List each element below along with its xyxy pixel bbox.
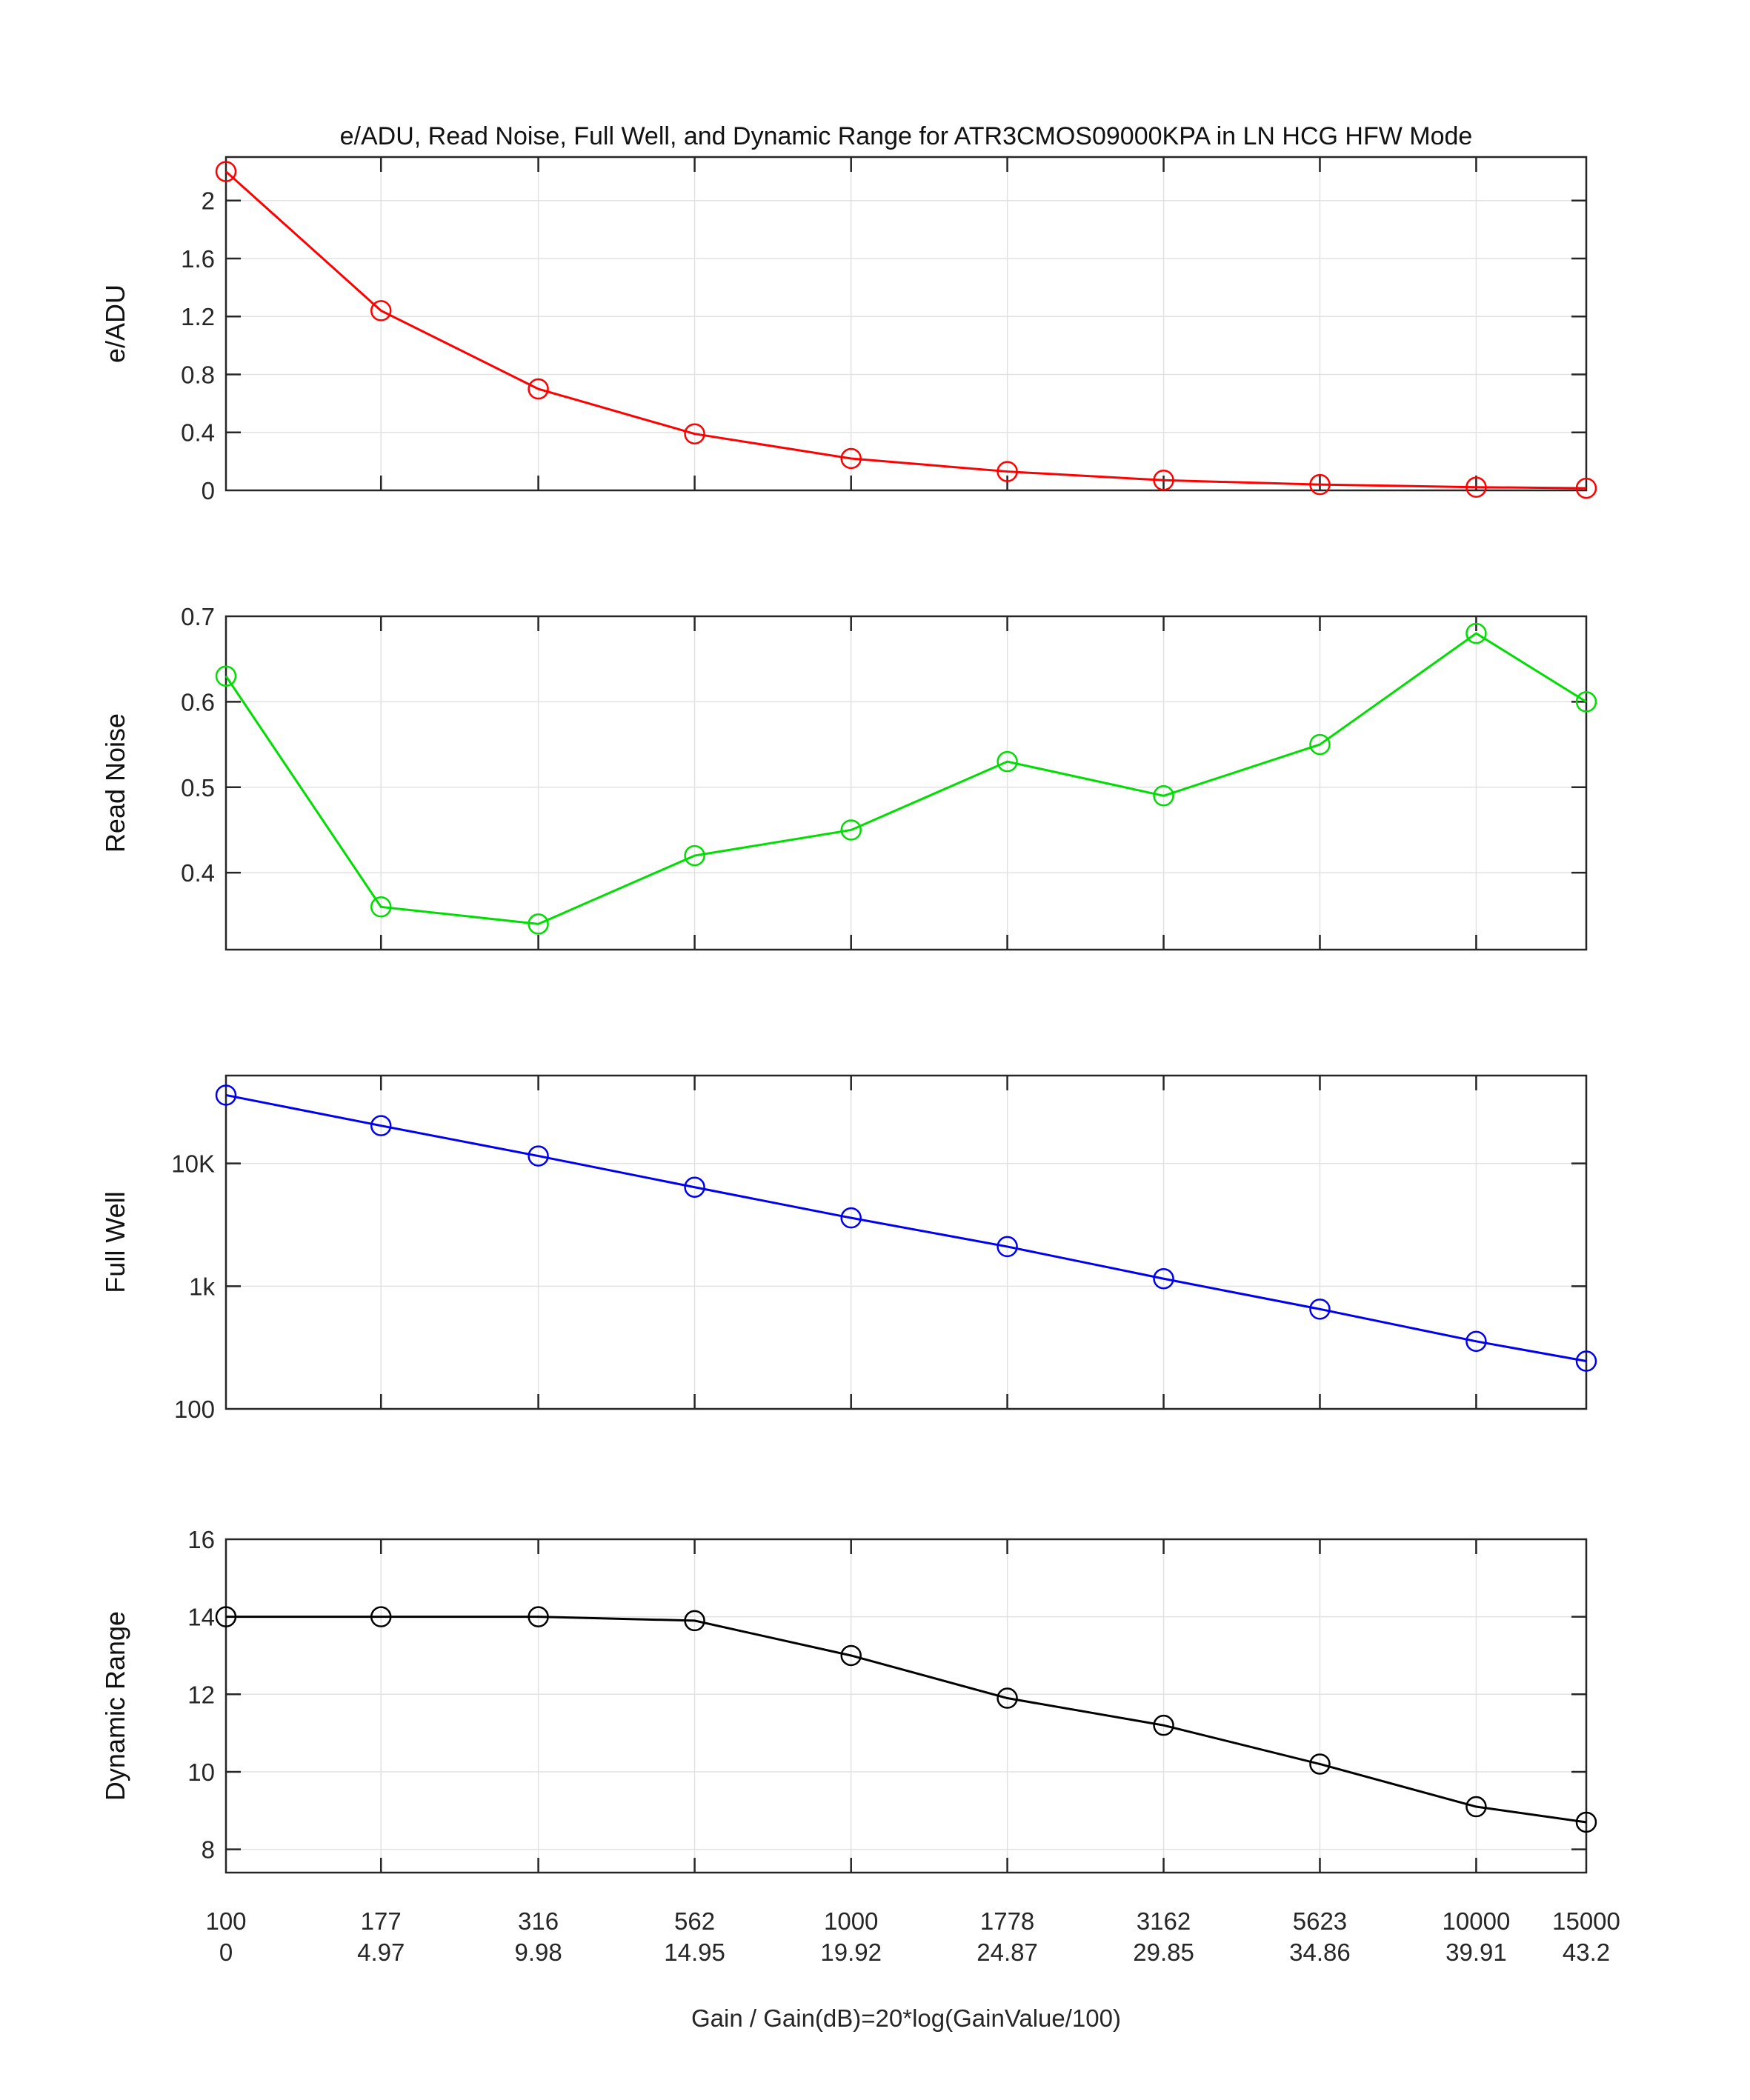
read_noise-marker (684, 844, 705, 867)
y-tick-label: 1k (189, 1273, 215, 1300)
full_well-marker (997, 1236, 1018, 1258)
y-tick-label: 12 (187, 1681, 215, 1708)
x-tick-gain: 562 (674, 1907, 715, 1935)
eadu-marker (1153, 470, 1174, 491)
dynamic_range-marker (840, 1644, 862, 1667)
x-tick-db: 19.92 (820, 1939, 882, 1966)
x-tick-db: 39.91 (1445, 1939, 1507, 1966)
full_well-marker (528, 1145, 549, 1167)
dynamic_range-marker (1575, 1811, 1597, 1833)
x-tick-gain: 100 (205, 1907, 246, 1935)
full_well-marker (215, 1084, 237, 1106)
y-tick-label: 2 (202, 187, 215, 215)
dynamic_range-marker (684, 1610, 705, 1632)
y-tick-label: 0.4 (181, 859, 215, 887)
read_noise-marker (997, 750, 1018, 773)
y-tick-label: 16 (187, 1526, 215, 1553)
eadu-marker (684, 423, 705, 444)
eadu-marker (840, 447, 862, 470)
axes-box (224, 615, 1588, 951)
axes-box (224, 1538, 1588, 1874)
x-tick-gain: 3162 (1137, 1907, 1191, 1935)
dynamic_range-marker (1309, 1753, 1331, 1775)
y-tick-label: 0.8 (181, 361, 215, 388)
y-tick-label: 0.4 (181, 419, 215, 447)
x-tick-db: 0 (219, 1939, 233, 1966)
read_noise-marker (1309, 733, 1331, 756)
read_noise-marker (1575, 691, 1597, 713)
x-tick-gain: 15000 (1552, 1907, 1620, 1935)
x-tick-gain: 10000 (1443, 1907, 1511, 1935)
read_noise-marker (370, 896, 392, 918)
x-tick-gain: 177 (361, 1907, 402, 1935)
y-tick-label: 1.2 (181, 303, 215, 330)
x-tick-db: 29.85 (1133, 1939, 1194, 1966)
x-tick-db: 24.87 (977, 1939, 1038, 1966)
read_noise-marker (215, 665, 237, 687)
x-tick-gain: 5623 (1293, 1907, 1347, 1935)
x-tick-labels: 10001774.973169.9856214.95100019.9217782… (205, 1907, 1620, 1966)
full_well-marker (1153, 1268, 1174, 1290)
full_well-marker (1465, 1330, 1487, 1353)
dynamic_range-marker (215, 1606, 237, 1627)
subplot-full_well: 100 1k 10K Full Well (100, 1074, 1597, 1423)
dynamic_range-line (226, 1616, 1587, 1824)
ylabel-eadu: e/ADU (100, 284, 130, 363)
axes-box (224, 156, 1588, 492)
dynamic_range-marker (528, 1606, 549, 1627)
y-tick-label: 10 (187, 1759, 215, 1786)
y-tick-label: 0.6 (181, 688, 215, 716)
subplot-dynamic_range: 8 10 12 14 16 Dynamic Range (100, 1526, 1597, 1874)
axes-box (224, 1074, 1588, 1410)
subplot-read_noise: 0.4 0.5 0.6 0.7 Read Noise (100, 603, 1597, 951)
x-tick-gain: 1000 (824, 1907, 878, 1935)
full_well-marker (370, 1115, 392, 1136)
eadu-marker (370, 300, 392, 321)
read_noise-marker (1153, 785, 1174, 807)
x-tick-db: 4.97 (357, 1939, 405, 1966)
eadu-line (224, 170, 1587, 490)
eadu-marker (528, 378, 549, 400)
y-tick-label: 1.6 (181, 245, 215, 273)
full_well-marker (840, 1207, 862, 1229)
ylabel-read_noise: Read Noise (100, 713, 130, 853)
read_noise-line (224, 632, 1587, 925)
full_well-marker (1575, 1350, 1597, 1372)
dynamic_range-marker (370, 1606, 392, 1627)
read_noise-marker (528, 913, 549, 935)
dynamic_range-marker (1465, 1796, 1487, 1818)
dynamic_range-marker (1153, 1714, 1174, 1736)
full_well-marker (1309, 1299, 1331, 1320)
y-tick-label: 10K (171, 1150, 215, 1178)
ylabel-dynamic_range: Dynamic Range (100, 1611, 130, 1801)
eadu-marker (1309, 473, 1331, 496)
subplot-eadu: 0 0.4 0.8 1.2 1.6 2 e/ADU (100, 156, 1597, 504)
ylabel-full_well: Full Well (100, 1191, 130, 1293)
full_well-line (225, 1093, 1587, 1362)
read_noise-marker (1465, 622, 1487, 644)
read_noise-marker (840, 819, 862, 841)
eadu-marker (1575, 477, 1597, 499)
x-tick-db: 34.86 (1289, 1939, 1351, 1966)
x-tick-gain: 1778 (980, 1907, 1034, 1935)
dynamic_range-marker (997, 1687, 1018, 1709)
x-axis-label: Gain / Gain(dB)=20*log(GainValue/100) (691, 2004, 1121, 2032)
eadu-marker (215, 161, 237, 182)
figure-title: e/ADU, Read Noise, Full Well, and Dynami… (339, 122, 1473, 150)
x-tick-db: 14.95 (664, 1939, 725, 1966)
y-tick-label: 0.5 (181, 774, 215, 801)
eadu-marker (1465, 476, 1487, 498)
full_well-marker (684, 1176, 705, 1198)
y-tick-label: 0 (202, 477, 215, 504)
x-tick-db: 9.98 (514, 1939, 562, 1966)
x-tick-gain: 316 (518, 1907, 559, 1935)
y-tick-label: 8 (202, 1836, 215, 1864)
y-tick-label: 0.7 (181, 603, 215, 630)
y-tick-label: 14 (187, 1604, 215, 1631)
eadu-marker (997, 461, 1018, 482)
x-tick-db: 43.2 (1563, 1939, 1610, 1966)
y-tick-label: 100 (174, 1396, 215, 1423)
